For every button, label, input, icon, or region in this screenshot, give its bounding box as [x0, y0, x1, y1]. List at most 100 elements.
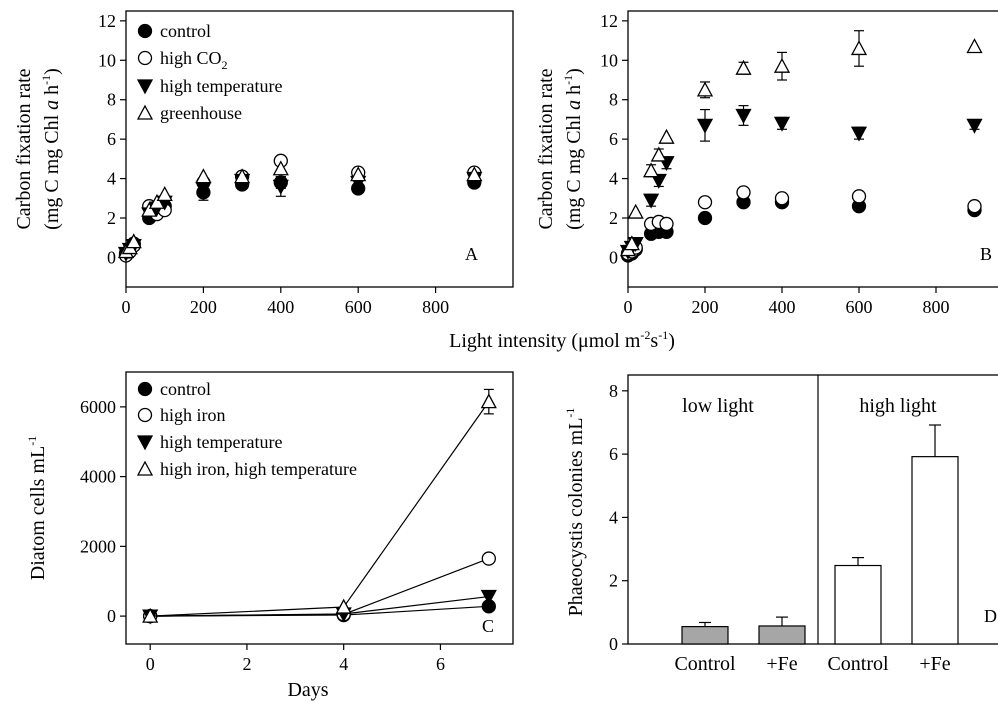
panel-c-axes: 0 2 4 6 0 2000 4000 6000 [80, 397, 445, 674]
panel-b-letter: B [980, 244, 992, 264]
data-point [272, 179, 289, 195]
y-tick-label: 0 [107, 606, 116, 626]
category-label: +Fe [919, 653, 950, 675]
series-high-co2 [620, 185, 982, 261]
bar-control [834, 564, 882, 645]
y-tick-label: 8 [107, 90, 116, 110]
data-point [851, 189, 867, 204]
panel-c: 0 2 4 6 0 2000 4000 6000 C Days Diatom cells mL… [25, 371, 514, 701]
panel-c-letter: C [482, 616, 494, 636]
data-point [466, 166, 483, 182]
legend-symbol [136, 460, 154, 476]
series-high-iron [143, 551, 496, 624]
legend-marker-greenhouse [136, 104, 154, 120]
data-point [697, 195, 713, 210]
legend-symbol [137, 381, 153, 397]
y-tick-label: 2 [609, 208, 618, 228]
legend-marker-high-iron-high-temperature [136, 460, 154, 476]
y-tick-label: 8 [609, 381, 618, 401]
data-point [148, 193, 166, 209]
legend-label-greenhouse: greenhouse [160, 103, 242, 123]
legend-marker-high-iron [137, 407, 153, 423]
series-high-co2 [118, 153, 482, 263]
data-point [697, 210, 713, 226]
data-point [774, 191, 790, 206]
panel-a-legend: control high CO2 high temperature greenh… [136, 21, 282, 123]
panel-b-data [619, 30, 983, 263]
shared-xlabel-light-intensity: Light intensity (μmol m-2s-1) [449, 328, 675, 352]
y-tick-label: 4 [609, 507, 618, 527]
panel-a-data [117, 153, 483, 263]
x-tick-label: 200 [190, 297, 217, 317]
panel-a-frame [125, 10, 514, 288]
series-high-iron-high-temperature [142, 388, 497, 623]
data-point [350, 166, 367, 182]
panel-a-axes: 0 200 400 600 800 0 2 4 6 8 10 12 [98, 11, 449, 317]
legend-label-high-iron: high iron [160, 405, 226, 425]
x-tick-label: 0 [624, 297, 633, 317]
data-point [658, 128, 675, 144]
panel-c-ylabel: Diatom cells mL-1 [25, 436, 49, 580]
legend-symbol [137, 50, 153, 66]
panel-a-ylabel-line2: (mg C mg Chl a h-1) [39, 68, 63, 230]
category-label: Control [674, 653, 736, 675]
legend-label-high-co2: high CO2 [160, 48, 228, 72]
panel-b-ylabel-line1: Carbon fixation rate [535, 68, 557, 229]
data-point [627, 203, 644, 219]
data-point [967, 199, 982, 214]
y-tick-label: 4 [107, 169, 116, 189]
data-point [650, 146, 667, 162]
panel-d-group-label-low-light: low light [682, 395, 754, 417]
panel-c-data [142, 388, 497, 625]
x-tick-label: 400 [769, 297, 796, 317]
legend-symbol [137, 23, 153, 39]
category-label: Control [827, 653, 889, 675]
x-tick-label: 4 [339, 654, 348, 674]
panel-a: 0 200 400 600 800 0 2 4 6 8 10 12 A Carbon fixation… [13, 10, 514, 317]
data-point [966, 118, 983, 134]
y-tick-label: 6 [609, 444, 618, 464]
legend-marker-control [137, 381, 153, 397]
series-line [150, 558, 490, 617]
y-tick-label: 4 [609, 169, 618, 189]
data-point [156, 185, 173, 201]
x-tick-label: 0 [146, 654, 155, 674]
y-tick-label: 6 [609, 129, 618, 149]
data-point [850, 40, 868, 56]
data-point [335, 598, 352, 614]
legend-marker-control [137, 23, 153, 39]
legend-label-high-temperature: high temperature [160, 432, 282, 452]
x-tick-label: 6 [436, 654, 445, 674]
series-high-temperature [619, 105, 983, 260]
data-point [643, 162, 660, 178]
panel-c-frame [125, 371, 514, 645]
series-control [118, 175, 482, 261]
y-tick-label: 10 [600, 50, 618, 70]
panel-d-frame [627, 374, 998, 645]
series-control [620, 195, 982, 263]
data-point [480, 589, 497, 605]
y-tick-label: 0 [609, 634, 618, 654]
data-point [142, 607, 159, 623]
x-tick-label: 2 [242, 654, 251, 674]
series-control [143, 599, 496, 624]
panel-d-axes: 0 2 4 6 8 Control +Fe Control +Fe [609, 381, 951, 675]
legend-label-high-iron-high-temperature: high iron, high temperature [160, 459, 357, 479]
y-tick-label: 0 [609, 247, 618, 267]
data-point [659, 216, 674, 232]
data-point [735, 59, 752, 75]
y-tick-label: 10 [98, 50, 116, 70]
bar-fe [911, 456, 959, 645]
data-point [643, 193, 660, 209]
legend-label-control: control [160, 21, 211, 41]
legend-symbol [137, 407, 153, 423]
legend-marker-high-co2 [137, 50, 153, 66]
panel-c-xlabel: Days [287, 679, 328, 701]
panel-a-ylabel-line1: Carbon fixation rate [13, 68, 35, 229]
data-point [125, 233, 142, 249]
panel-d-letter: D [984, 606, 997, 626]
x-tick-label: 800 [422, 297, 449, 317]
data-point [141, 201, 158, 217]
y-tick-label: 8 [609, 90, 618, 110]
legend-symbol [136, 79, 154, 95]
